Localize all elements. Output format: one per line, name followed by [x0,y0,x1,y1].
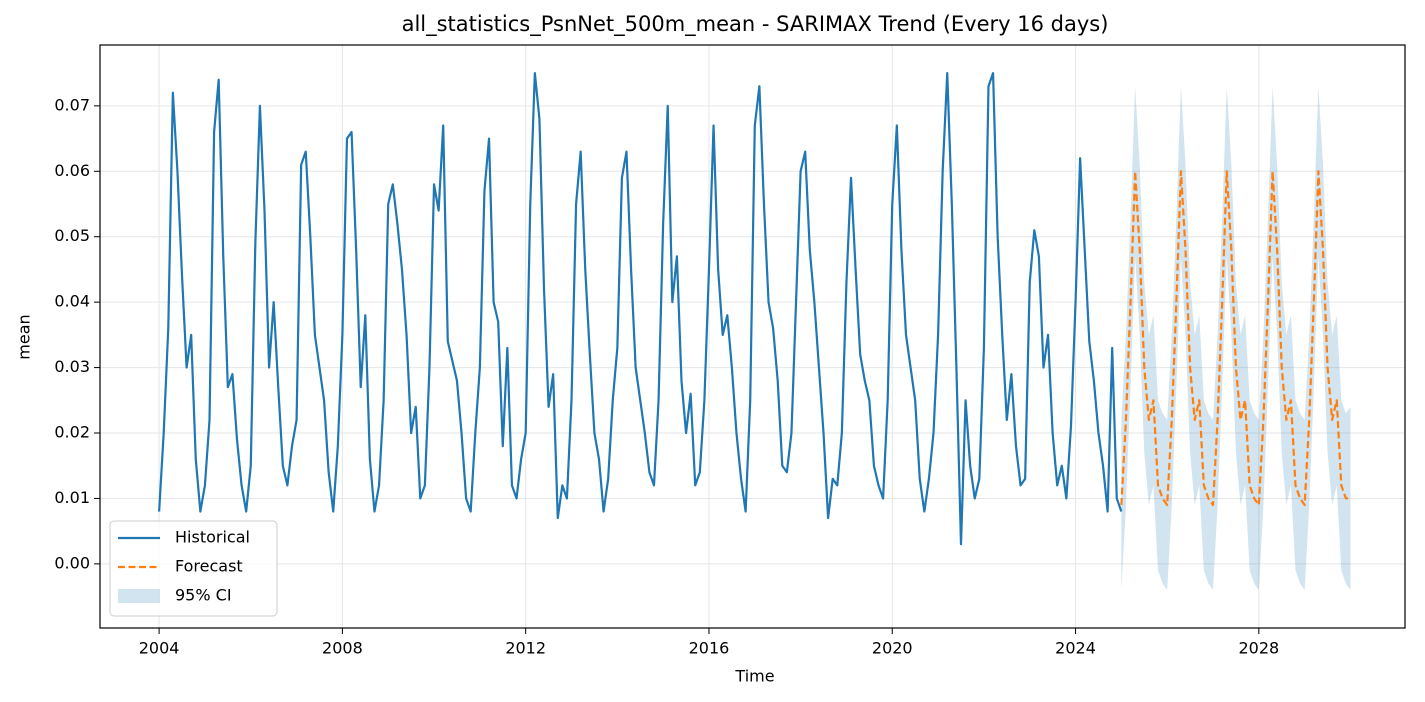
grid [100,45,1405,628]
legend-label: Forecast [175,557,243,576]
legend-swatch [118,589,160,603]
y-tick-label: 0.07 [54,95,90,114]
y-tick-label: 0.03 [54,357,90,376]
y-axis-label: mean [15,314,34,359]
legend-box [109,520,278,617]
chart-title: all_statistics_PsnNet_500m_mean - SARIMA… [402,12,1109,37]
x-tick-label: 2024 [1055,639,1096,658]
x-tick-label: 2020 [872,639,913,658]
y-tick-label: 0.04 [54,292,90,311]
plot-area [158,72,1351,591]
y-tick-label: 0.00 [54,553,90,572]
series-line [1120,170,1351,507]
x-tick-label: 2004 [139,639,180,658]
legend-label: 95% CI [175,586,232,605]
y-tick-label: 0.05 [54,226,90,245]
x-tick-label: 2008 [322,639,363,658]
x-tick-label: 2028 [1238,639,1279,658]
axes-frame [99,44,1406,629]
legend: Historical Forecast 95% CI [109,520,278,617]
x-tick-label: 2016 [689,639,730,658]
series-line [158,72,1123,546]
legend-label: Historical [175,528,250,547]
x-tick-label: 2012 [505,639,546,658]
y-tick-label: 0.06 [54,161,90,180]
y-tick-label: 0.02 [54,423,90,442]
y-tick-label: 0.01 [54,488,90,507]
x-axis-label: Time [734,667,774,686]
